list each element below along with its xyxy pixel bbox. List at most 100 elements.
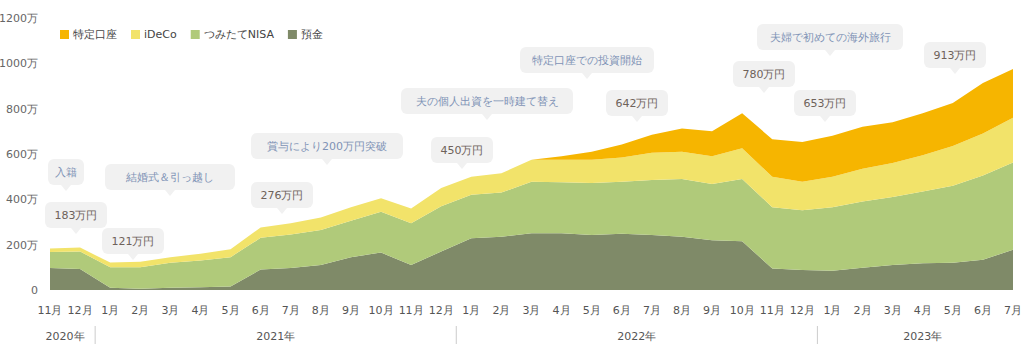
y-tick-label: 400万 bbox=[6, 193, 38, 206]
legend-swatch bbox=[60, 30, 69, 39]
x-tick-label: 12月 bbox=[68, 304, 93, 317]
annotation-box bbox=[733, 61, 795, 87]
x-tick-label: 6月 bbox=[974, 304, 992, 317]
y-tick bbox=[46, 290, 50, 291]
annotation: 121万円 bbox=[102, 228, 164, 260]
annotation-pointer bbox=[128, 254, 138, 260]
annotation-text: 夫の個人出資を一時建て替え bbox=[416, 95, 559, 108]
x-group-label: 2021年 bbox=[256, 330, 295, 343]
annotation-text: 121万円 bbox=[112, 235, 155, 248]
annotation-box bbox=[105, 164, 235, 190]
annotation: 夫の個人出資を一時建て替え bbox=[401, 88, 573, 120]
y-tick-label: 200万 bbox=[6, 239, 38, 252]
annotation-text: 入籍 bbox=[55, 166, 77, 179]
y-tick bbox=[46, 63, 50, 64]
annotation-box bbox=[924, 42, 986, 68]
legend-swatch bbox=[288, 30, 297, 39]
x-tick-label: 6月 bbox=[252, 304, 270, 317]
x-tick-label: 7月 bbox=[1004, 304, 1022, 317]
annotation-pointer bbox=[825, 50, 835, 56]
group-separator bbox=[817, 326, 818, 344]
annotation: 夫婦で初めての海外旅行 bbox=[757, 24, 903, 56]
annotation: 276万円 bbox=[251, 182, 313, 214]
y-tick bbox=[46, 244, 50, 245]
annotation-text: 結婚式＆引っ越し bbox=[125, 171, 214, 184]
annotation-pointer bbox=[820, 116, 830, 122]
x-tick-label: 11月 bbox=[38, 304, 63, 317]
x-tick-label: 10月 bbox=[730, 304, 755, 317]
x-tick-label: 1月 bbox=[462, 304, 480, 317]
y-tick-label: 0 bbox=[31, 284, 38, 297]
x-tick-label: 5月 bbox=[222, 304, 240, 317]
legend-label: iDeCo bbox=[144, 28, 177, 41]
y-tick-label: 800万 bbox=[6, 103, 38, 116]
annotation: 入籍 bbox=[48, 159, 84, 191]
legend-swatch bbox=[131, 30, 140, 39]
x-tick-label: 12月 bbox=[429, 304, 454, 317]
annotation-text: 特定口座での投資開始 bbox=[532, 54, 642, 67]
annotation: 結婚式＆引っ越し bbox=[105, 164, 235, 196]
x-tick-label: 2月 bbox=[854, 304, 872, 317]
annotation-text: 夫婦で初めての海外旅行 bbox=[770, 31, 891, 44]
x-tick-label: 7月 bbox=[282, 304, 300, 317]
x-tick-label: 12月 bbox=[790, 304, 815, 317]
annotation-box bbox=[251, 182, 313, 208]
annotation: 653万円 bbox=[794, 90, 856, 122]
annotation-text: 913万円 bbox=[934, 49, 977, 62]
annotation-text: 450万円 bbox=[441, 144, 484, 157]
legend: 特定口座iDeCoつみたてNISA預金 bbox=[60, 28, 323, 41]
y-tick-label: 600万 bbox=[6, 148, 38, 161]
legend-label: つみたてNISA bbox=[204, 28, 275, 41]
x-tick-label: 2月 bbox=[492, 304, 510, 317]
x-group-label: 2022年 bbox=[617, 330, 656, 343]
x-tick-label: 11月 bbox=[760, 304, 785, 317]
annotation-text: 780万円 bbox=[743, 68, 786, 81]
x-tick-label: 5月 bbox=[583, 304, 601, 317]
annotation: 賞与により200万円突破 bbox=[251, 133, 403, 165]
x-tick-label: 4月 bbox=[553, 304, 571, 317]
annotation: 642万円 bbox=[606, 90, 668, 122]
annotation-text: 賞与により200万円突破 bbox=[267, 140, 387, 153]
y-tick-label: 1000万 bbox=[0, 57, 38, 70]
x-tick-label: 7月 bbox=[643, 304, 661, 317]
x-tick-label: 8月 bbox=[673, 304, 691, 317]
legend-swatch bbox=[191, 30, 200, 39]
y-tick bbox=[46, 199, 50, 200]
annotation-text: 642万円 bbox=[616, 97, 659, 110]
annotation: 450万円 bbox=[431, 137, 493, 169]
annotation-pointer bbox=[632, 116, 642, 122]
annotation-pointer bbox=[61, 185, 71, 191]
annotation-pointer bbox=[482, 114, 492, 120]
annotation: 183万円 bbox=[45, 202, 107, 234]
areas bbox=[50, 69, 1013, 290]
annotation-box bbox=[520, 47, 654, 73]
x-tick-label: 3月 bbox=[523, 304, 541, 317]
annotation-box bbox=[251, 133, 403, 159]
x-tick-label: 3月 bbox=[884, 304, 902, 317]
annotation-pointer bbox=[759, 87, 769, 93]
x-tick-label: 11月 bbox=[399, 304, 424, 317]
y-tick bbox=[46, 108, 50, 109]
annotation-box bbox=[794, 90, 856, 116]
x-group-label: 2020年 bbox=[46, 330, 85, 343]
x-tick-label: 6月 bbox=[613, 304, 631, 317]
annotation-box bbox=[401, 88, 573, 114]
annotation-pointer bbox=[277, 208, 287, 214]
annotation-box bbox=[48, 159, 84, 185]
annotation: 913万円 bbox=[924, 42, 986, 74]
chart: 0 200万 400万 600万 800万 1000万 1200万 11月 12月 1月 2月 3月 4… bbox=[0, 0, 1024, 348]
x-tick-label: 2月 bbox=[131, 304, 149, 317]
x-tick-label: 10月 bbox=[369, 304, 394, 317]
annotation-box bbox=[757, 24, 903, 50]
annotations: 入籍 183万円 結婚式＆引っ越し 121万円 賞与により200万円突破 276万円 夫の個… bbox=[45, 24, 986, 260]
group-separator bbox=[456, 326, 457, 344]
area-series bbox=[50, 69, 1013, 263]
y-tick-label: 1200万 bbox=[0, 12, 38, 25]
annotation-text: 183万円 bbox=[55, 209, 98, 222]
x-group-label: 2023年 bbox=[903, 330, 942, 343]
annotation-pointer bbox=[950, 68, 960, 74]
y-tick bbox=[46, 18, 50, 19]
annotation-pointer bbox=[322, 159, 332, 165]
annotation-box bbox=[102, 228, 164, 254]
annotation-text: 276万円 bbox=[261, 189, 304, 202]
